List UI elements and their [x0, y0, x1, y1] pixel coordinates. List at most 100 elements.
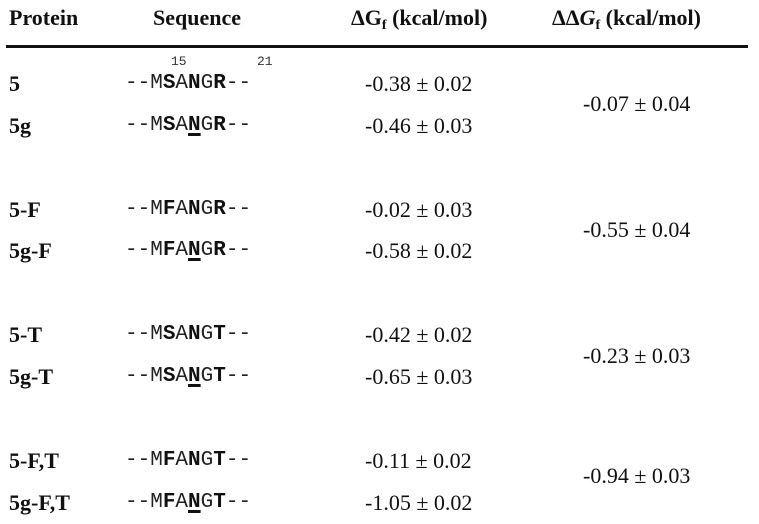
- protein-name: 5g-F: [9, 238, 52, 263]
- seq-residue-20: T: [213, 449, 226, 472]
- seq-lead: --M: [125, 198, 163, 221]
- dgf-value: -0.02 ± 0.03: [365, 197, 473, 222]
- seq-residue-19: G: [200, 72, 214, 95]
- seq-tail: --: [225, 72, 252, 95]
- seq-residue-19: G: [200, 323, 214, 346]
- ddgf-g-symbol: G: [579, 5, 596, 30]
- seq-tail: --: [225, 323, 252, 346]
- sequence-cell: --MFANGT--: [125, 489, 251, 517]
- dgf-value: -0.38 ± 0.02: [365, 71, 473, 96]
- sequence-cell: --MFANGR--: [125, 196, 251, 224]
- dgf-value: -0.46 ± 0.03: [365, 113, 473, 138]
- seq-residue-17: A: [175, 114, 189, 137]
- seq-residue-18: N: [188, 323, 201, 346]
- ddgf-subscript: f: [595, 18, 601, 33]
- seq-residue-17: A: [175, 323, 189, 346]
- seq-residue-20: R: [213, 239, 226, 262]
- column-header-ddgf: ΔΔGf (kcal/mol): [552, 3, 701, 41]
- seq-tail: --: [225, 239, 252, 262]
- seq-residue-18-glycosylated: N: [188, 239, 201, 262]
- seq-residue-18: N: [188, 198, 201, 221]
- protein-name: 5: [9, 71, 20, 96]
- protein-name: 5g-F,T: [9, 490, 70, 515]
- seq-residue-20: R: [213, 72, 226, 95]
- seq-tail: --: [225, 365, 252, 388]
- seq-residue-18: N: [188, 449, 201, 472]
- seq-lead: --M: [125, 239, 163, 262]
- seq-residue-20: R: [213, 114, 226, 137]
- protein-name: 5g: [9, 113, 31, 138]
- seq-tail: --: [225, 449, 252, 472]
- dgf-unit: (kcal/mol): [386, 5, 488, 30]
- seq-lead: --M: [125, 72, 163, 95]
- seq-lead: --M: [125, 449, 163, 472]
- ddgf-unit: (kcal/mol): [600, 5, 701, 30]
- seq-residue-16: F: [162, 239, 176, 262]
- column-header-sequence: Sequence: [153, 5, 241, 30]
- seq-residue-17: A: [175, 491, 189, 514]
- column-header-protein: Protein: [9, 5, 79, 30]
- sequence-cell: --MSANGR--: [125, 112, 251, 140]
- table-row: 5g-T --MSANGT-- -0.65 ± 0.03: [0, 357, 759, 397]
- table-row: 5-T --MSANGT-- -0.42 ± 0.02: [0, 315, 759, 355]
- position-label-end: 21: [257, 54, 273, 69]
- ddgf-value: -0.23 ± 0.03: [583, 343, 691, 368]
- seq-residue-19: G: [200, 491, 214, 514]
- sequence-cell: --MSANGT--: [125, 321, 251, 349]
- dgf-subscript: f: [381, 18, 387, 33]
- seq-residue-16: S: [162, 365, 176, 388]
- seq-residue-18-glycosylated: N: [188, 491, 201, 514]
- seq-residue-16: S: [162, 323, 176, 346]
- sequence-cell: --MSANGT--: [125, 363, 251, 391]
- dgf-value: -0.42 ± 0.02: [365, 322, 473, 347]
- protein-name: 5-F: [9, 197, 41, 222]
- seq-residue-16: S: [162, 72, 176, 95]
- seq-residue-16: F: [162, 198, 176, 221]
- seq-lead: --M: [125, 323, 163, 346]
- table-row: 5g --MSANGR-- -0.46 ± 0.03: [0, 106, 759, 146]
- seq-lead: --M: [125, 114, 163, 137]
- seq-residue-19: G: [200, 365, 214, 388]
- seq-tail: --: [225, 114, 252, 137]
- seq-residue-20: T: [213, 491, 226, 514]
- dgf-value: -0.11 ± 0.02: [365, 448, 472, 473]
- seq-residue-17: A: [175, 72, 189, 95]
- seq-residue-17: A: [175, 449, 189, 472]
- header-rule: [6, 45, 748, 48]
- table-row: 5g-F --MFANGR-- -0.58 ± 0.02: [0, 231, 759, 271]
- seq-residue-18: N: [188, 72, 201, 95]
- table-row: 5g-F,T --MFANGT-- -1.05 ± 0.02: [0, 483, 759, 523]
- dgf-value: -0.65 ± 0.03: [365, 364, 473, 389]
- protein-name: 5-F,T: [9, 448, 59, 473]
- dgf-value: -1.05 ± 0.02: [365, 490, 473, 515]
- seq-residue-17: A: [175, 365, 189, 388]
- table-row: 5 --MSANGR-- -0.38 ± 0.02: [0, 64, 759, 104]
- seq-tail: --: [225, 491, 252, 514]
- seq-residue-16: F: [162, 491, 176, 514]
- sequence-cell: --MFANGT--: [125, 447, 251, 475]
- sequence-cell: --MSANGR--: [125, 70, 251, 98]
- seq-residue-16: S: [162, 114, 176, 137]
- seq-residue-20: R: [213, 198, 226, 221]
- seq-residue-19: G: [200, 198, 214, 221]
- ddgf-value: -0.07 ± 0.04: [583, 91, 691, 116]
- table-row: 5-F --MFANGR-- -0.02 ± 0.03: [0, 190, 759, 230]
- seq-residue-16: F: [162, 449, 176, 472]
- seq-residue-17: A: [175, 239, 189, 262]
- seq-lead: --M: [125, 365, 163, 388]
- seq-residue-20: T: [213, 365, 226, 388]
- seq-residue-18-glycosylated: N: [188, 114, 201, 137]
- ddgf-value: -0.94 ± 0.03: [583, 463, 691, 488]
- seq-residue-18-glycosylated: N: [188, 365, 201, 388]
- seq-residue-19: G: [200, 239, 214, 262]
- protein-name: 5-T: [9, 322, 42, 347]
- seq-residue-17: A: [175, 198, 189, 221]
- sequence-cell: --MFANGR--: [125, 237, 251, 265]
- seq-residue-19: G: [200, 114, 214, 137]
- table-row: 5-F,T --MFANGT-- -0.11 ± 0.02: [0, 441, 759, 481]
- ddgf-delta-symbol: ΔΔ: [552, 5, 580, 30]
- dgf-value: -0.58 ± 0.02: [365, 238, 473, 263]
- seq-lead: --M: [125, 491, 163, 514]
- protein-name: 5g-T: [9, 364, 53, 389]
- dgf-delta-symbol: ΔG: [351, 5, 382, 30]
